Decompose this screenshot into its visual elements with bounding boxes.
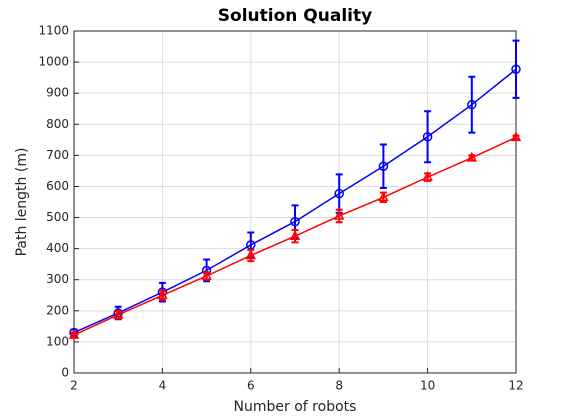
plot-frame [73,30,517,374]
y-tick-label: 600 [46,179,69,193]
y-tick-label: 0 [61,366,69,380]
y-tick-label: 900 [46,86,69,100]
y-tick-label: 100 [46,334,69,348]
x-tick-label: 8 [335,379,343,393]
y-tick-label: 400 [46,241,69,255]
x-tick-label: 12 [508,379,523,393]
marker [334,188,344,199]
marker [289,230,301,240]
y-tick-label: 200 [46,303,69,317]
error-bar [468,75,476,134]
y-tick-label: 800 [46,117,69,131]
marker [112,308,124,319]
marker [422,131,433,142]
x-tick-label: 4 [159,379,167,393]
x-tick-label: 2 [70,379,78,393]
y-tick-label: 1100 [38,24,69,38]
marker [333,209,345,220]
error-bar [424,110,432,164]
marker [245,249,257,260]
marker [467,99,477,110]
marker [510,131,522,142]
chart-title: Solution Quality [218,6,372,26]
x-tick-label: 10 [420,379,435,393]
y-tick-label: 300 [46,272,69,286]
marker [466,151,478,162]
marker [378,191,389,202]
error-bar [512,39,520,99]
marker [422,171,433,181]
marker [157,289,168,300]
x-axis-label: Number of robots [234,399,357,415]
marker [201,269,212,280]
y-tick-label: 500 [46,210,69,224]
x-tick-label: 6 [247,379,255,393]
error-bar [335,173,343,214]
y-tick-label: 1000 [38,55,69,69]
marker [290,216,300,227]
marker [378,161,389,171]
y-axis-label: Path length (m) [14,148,30,257]
error-bar [379,143,387,190]
marker [511,64,521,74]
y-tick-label: 700 [46,148,69,162]
series-line [73,68,517,334]
marker [68,328,80,339]
